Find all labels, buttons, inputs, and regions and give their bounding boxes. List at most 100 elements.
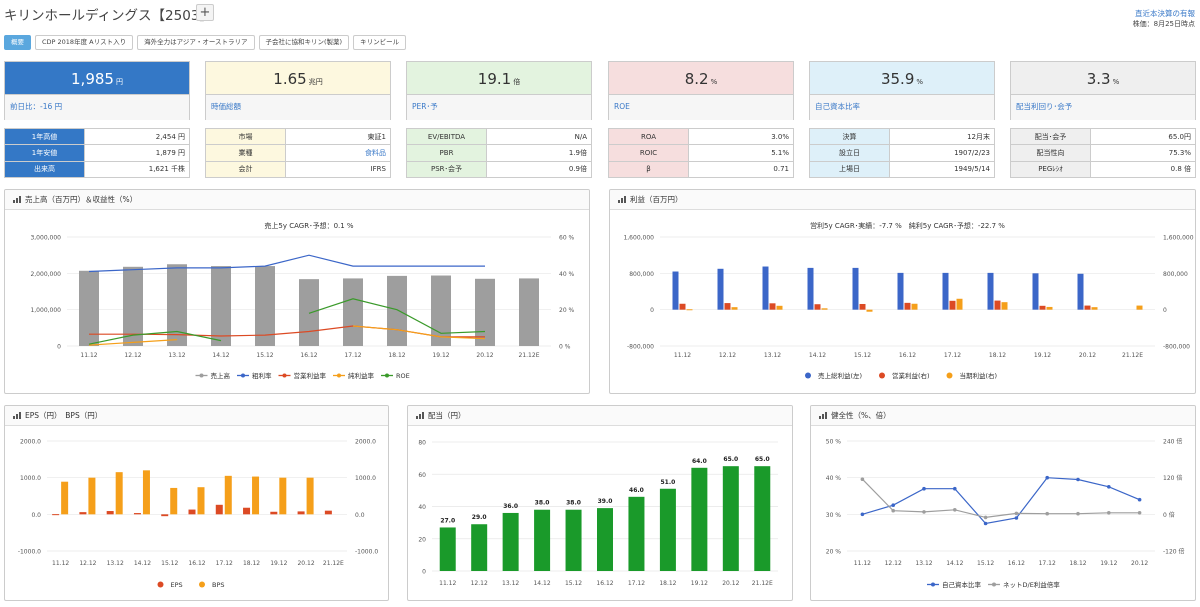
x-tick-label: 20.12: [1131, 560, 1148, 567]
y2-tick-label: 40 %: [559, 271, 575, 278]
y2-tick-label: 1000.0: [355, 475, 376, 482]
health-point: [1137, 511, 1142, 515]
metric-value: 8.2%: [609, 62, 793, 94]
x-tick-label: 18.12: [388, 352, 405, 359]
legend-marker: [282, 373, 287, 378]
dividend-bar: [691, 467, 708, 571]
add-watchlist-button[interactable]: +: [196, 4, 214, 21]
tag-overview[interactable]: 概要: [4, 35, 31, 50]
eps-bps-bar: [297, 511, 305, 515]
x-tick-label: 16.12: [596, 580, 613, 587]
profit-bar: [762, 266, 769, 310]
profit-bar: [956, 298, 963, 310]
tag-subsidiary[interactable]: 子会社に協和キリン(製薬): [258, 35, 350, 50]
eps-bps-bar: [115, 472, 123, 515]
stats-row: 設立日 1907/2/23: [809, 144, 995, 162]
legend-label: 当期利益(右): [960, 371, 998, 380]
metric-label: 時価総額: [206, 94, 390, 120]
x-tick-label: 15.12: [161, 560, 178, 567]
panel-health: 健全性（%、倍） 50 % 240 倍 40 % 120 倍 30 % 0 倍 20 % -1…: [810, 405, 1196, 601]
x-tick-label: 11.12: [674, 352, 691, 359]
stats-key: 上場日: [809, 160, 890, 178]
profit-bar: [1046, 306, 1053, 310]
health-point: [1107, 485, 1111, 489]
profit-bar: [1001, 302, 1008, 310]
metric-card-price[interactable]: 1,985 円前日比：-16 円: [4, 61, 190, 120]
stats-key: 市場: [205, 127, 286, 146]
eps-bps-bar: [324, 510, 332, 515]
stats-row: EV/EBITDA N/A: [406, 127, 592, 146]
profit-bar: [904, 302, 911, 310]
legend-label: BPS: [212, 581, 225, 589]
stats-value: 0.9倍: [486, 160, 592, 178]
metric-card-per[interactable]: 19.1 倍 PER･予: [406, 61, 592, 120]
tag-kirin-beer[interactable]: キリンビール: [353, 35, 407, 50]
metric-card-equity-ratio[interactable]: 35.9% 自己資本比率: [809, 61, 995, 120]
eps-bps-bar: [106, 511, 114, 515]
stats-key: 配当性向: [1010, 144, 1091, 162]
legend-marker: [157, 581, 164, 588]
x-tick-label: 11.12: [52, 560, 69, 567]
x-tick-label: 13.12: [168, 352, 185, 359]
stats-row: PEGﾚｼｵ 0.8 倍: [1010, 160, 1196, 178]
eps-bps-bar: [61, 481, 69, 515]
x-tick-label: 16.12: [1008, 560, 1025, 567]
sales-chart: 売上5y CAGR･予想：0.1 % 3,000,000 60 % 2,000,000…: [30, 221, 575, 380]
health-point: [1137, 497, 1142, 502]
profit-bar: [807, 267, 814, 310]
stats-key: PSR･会予: [406, 160, 487, 178]
stats-value[interactable]: 食料品: [285, 144, 391, 162]
page-header: キリンホールディングス【2503】 + 直近本決算の有報 株価：8月25日時点: [0, 0, 1200, 30]
dividend-bar: [502, 512, 519, 571]
profit-bar: [769, 303, 776, 310]
metric-label: 配当利回り･会予: [1011, 94, 1195, 120]
health-point: [922, 510, 926, 514]
dividend-bar: [628, 496, 645, 571]
y-tick-label: 40: [418, 504, 426, 511]
health-chart: 50 % 240 倍 40 % 120 倍 30 % 0 倍 20 % -120 倍 11.12…: [826, 438, 1185, 590]
y2-tick-label: 800,000: [1163, 271, 1188, 278]
y-tick-label: 50 %: [826, 439, 842, 446]
stats-table-price: 1年高値 2,454 円 1年安値 1,879 円出来高 1,621 千株: [4, 127, 190, 178]
profit-bar: [1084, 305, 1091, 310]
legend-label: ネットD/E利益倍率: [1003, 580, 1060, 589]
legend-label: 純利益率: [348, 371, 375, 380]
dividend-label: 38.0: [535, 500, 550, 507]
sales-bar: [255, 266, 275, 346]
eps-bps-bar: [161, 514, 169, 517]
annual-report-link[interactable]: 直近本決算の有報: [1135, 9, 1195, 18]
tag-overseas[interactable]: 海外全力はアジア・オーストラリア: [137, 35, 255, 50]
stats-key: ROA: [608, 127, 689, 146]
panel-health-title: 健全性（%、倍）: [811, 406, 1195, 426]
legend-marker: [385, 373, 389, 378]
x-tick-label: 19.12: [691, 580, 708, 587]
y2-tick-label: 120 倍: [1163, 474, 1182, 482]
legend-label: 営業利益(右): [892, 371, 930, 380]
metric-value: 35.9%: [810, 62, 994, 94]
bar-chart-icon: [416, 412, 424, 419]
profit-bar: [897, 272, 904, 310]
y2-tick-label: 1,600,000: [1163, 235, 1194, 242]
metric-value: 1.65 兆円: [206, 62, 390, 94]
legend-marker: [879, 372, 885, 379]
metric-card-market-cap[interactable]: 1.65 兆円 時価総額: [205, 61, 391, 120]
stats-key: 配当･会予: [1010, 127, 1091, 146]
dividend-bar: [597, 508, 613, 571]
y-tick-label: 0: [422, 569, 426, 576]
profit-bar: [987, 272, 994, 310]
bar-chart-icon: [618, 196, 626, 203]
dividend-bar: [565, 509, 582, 571]
stats-value: 5.1%: [688, 144, 794, 162]
y-tick-label: -800,000: [627, 344, 654, 351]
x-tick-label: 17.12: [216, 560, 233, 567]
health-line: [861, 478, 1140, 519]
y-tick-label: 2000.0: [20, 439, 41, 446]
stats-value: 65.0円: [1090, 127, 1196, 146]
profit-bar: [852, 267, 859, 310]
metric-card-dividend-yield[interactable]: 3.3% 配当利回り･会予: [1010, 61, 1196, 120]
tag-cdp[interactable]: CDP 2018年度 Aリスト入り: [35, 35, 134, 50]
dividend-label: 51.0: [661, 479, 676, 486]
x-tick-label: 14.12: [533, 580, 550, 587]
metric-card-roe[interactable]: 8.2% ROE: [608, 61, 794, 120]
y-tick-label: 60: [418, 472, 426, 479]
